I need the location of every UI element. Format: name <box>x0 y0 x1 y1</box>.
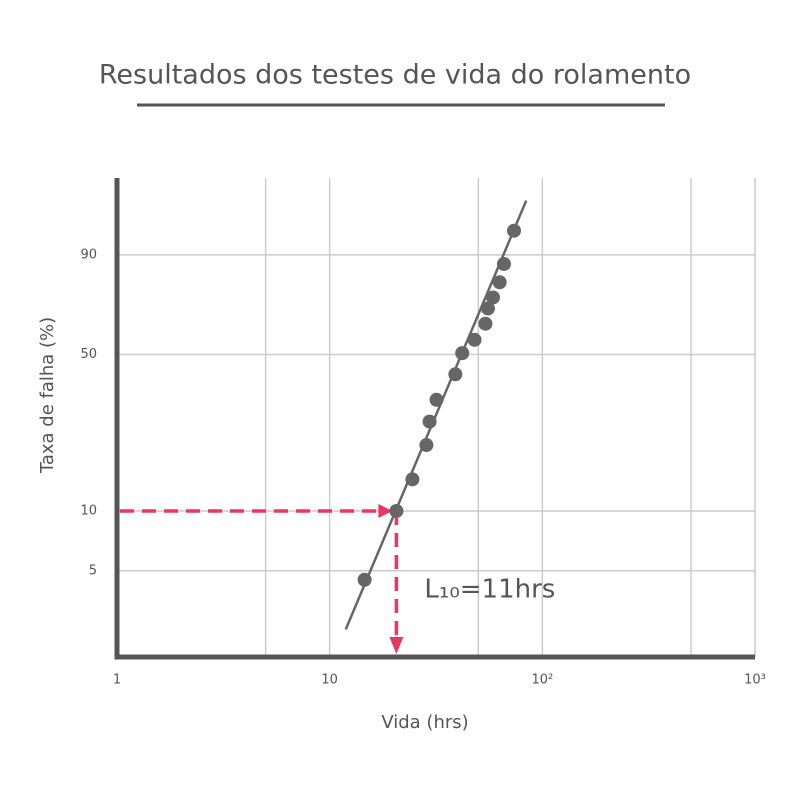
x-tick-label: 1 <box>113 673 121 688</box>
l10-arrow <box>378 504 393 519</box>
data-point <box>448 367 463 382</box>
data-point <box>429 392 444 407</box>
data-point <box>507 223 522 238</box>
data-point <box>405 472 420 487</box>
data-point <box>492 275 507 290</box>
data-point <box>455 346 470 361</box>
annotation: L₁₀=11hrs <box>424 575 555 605</box>
data-point <box>419 438 434 453</box>
data-point <box>467 332 482 347</box>
l10-arrow <box>389 637 404 654</box>
chart-title: Resultados dos testes de vida do rolamen… <box>99 60 691 91</box>
data-point <box>389 504 404 519</box>
data-point <box>478 316 493 331</box>
data-point <box>480 301 495 316</box>
x-tick-label: 10³ <box>744 673 766 688</box>
y-axis-label: Taxa de falha (%) <box>37 317 58 474</box>
y-tick-label: 5 <box>89 563 97 578</box>
y-tick-label: 90 <box>80 247 97 262</box>
data-point <box>357 572 372 587</box>
data-point <box>496 256 511 271</box>
x-tick-label: 10² <box>531 673 553 688</box>
data-point <box>422 414 437 429</box>
y-tick-label: 50 <box>80 347 97 362</box>
x-axis-label: Vida (hrs) <box>381 712 468 733</box>
data-point <box>485 290 500 305</box>
fit-line <box>344 200 528 630</box>
y-tick-label: 10 <box>80 504 97 519</box>
x-tick-label: 10 <box>321 673 338 688</box>
